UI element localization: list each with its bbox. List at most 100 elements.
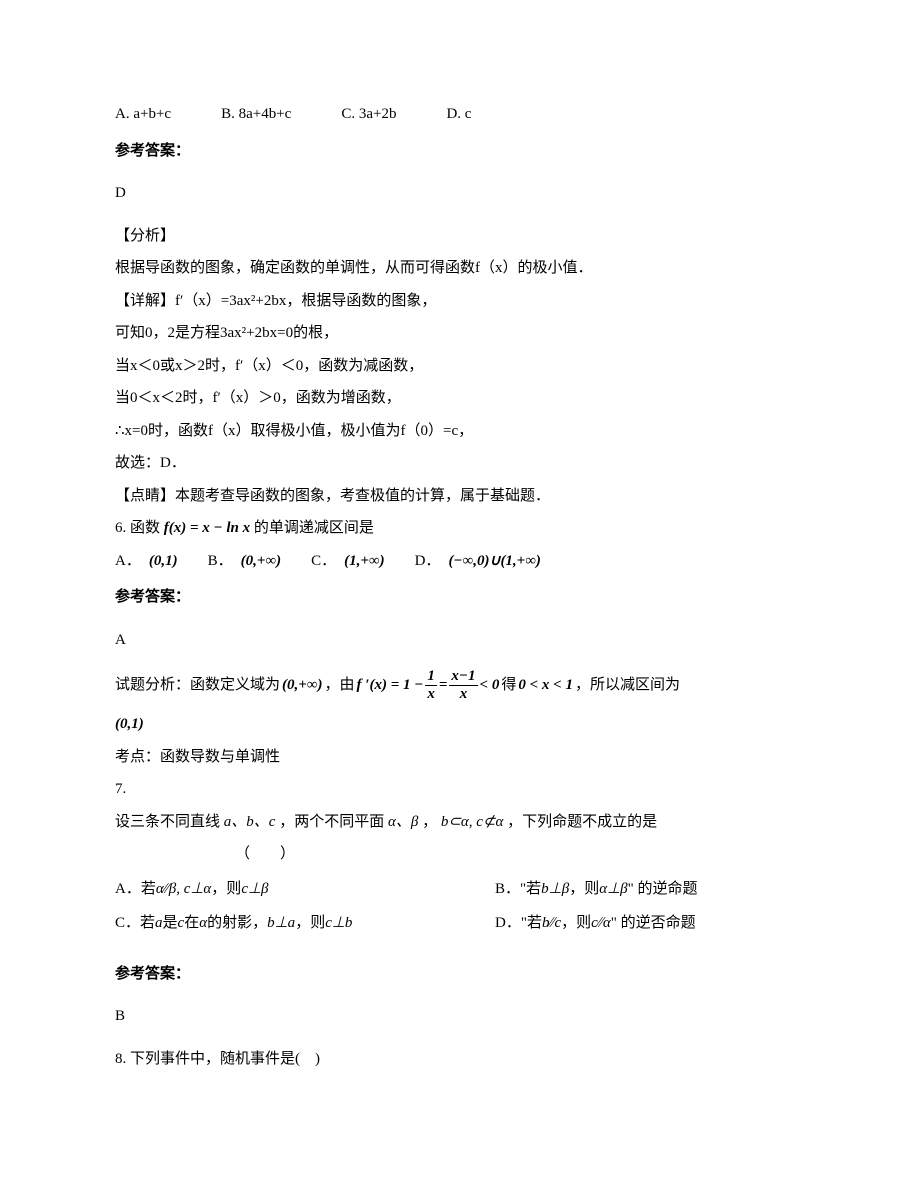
q7-d-cond: b∕∕c [542,915,561,931]
q7-abc: a、b、c [224,814,276,830]
q5-opt-a: A. a+b+c [115,100,171,129]
q7-row-cd: C．若a是c在α的射影，b⊥a，则c⊥b D．"若b∕∕c，则c∕∕α" 的逆否… [115,909,805,938]
q5-detail: 【详解】f′（x）=3ax²+2bx，根据导函数的图象， [115,287,805,316]
q7-c-mid2: 在 [184,915,199,931]
q6-frac1: 1 x [425,668,437,702]
q7-row-ab: A．若α∕∕β, c⊥α，则c⊥β B．"若b⊥β，则α⊥β" 的逆命题 [115,875,805,904]
q6-get: 得 [501,671,516,700]
q7-opt-b: B．"若b⊥β，则α⊥β" 的逆命题 [495,875,805,904]
q5-detail-3: 当x＜0或x＞2时，f′（x）＜0，函数为减函数， [115,352,805,381]
q5-detail-5: ∴x=0时，函数f（x）取得极小值，极小值为f（0）=c， [115,417,805,446]
q6-optd-val: (−∞,0)∪(1,+∞) [448,547,540,576]
q6-frac2-num: x−1 [449,668,477,686]
q5-detail-6: 故选：D． [115,449,805,478]
q7-opt-a: A．若α∕∕β, c⊥α，则c⊥β [115,875,425,904]
q8-text: 8. 下列事件中，随机事件是( ) [115,1045,805,1074]
q7-number: 7. [115,775,805,804]
q7-d-tail: " 的逆否命题 [611,915,696,931]
q5-point: 【点睛】本题考查导函数的图象，考查极值的计算，属于基础题． [115,482,805,511]
q6-frac2-den: x [449,686,477,703]
q6-func: f(x) = x − ln x [164,520,250,536]
q7-alphabeta: α、β [388,814,418,830]
q7-opt-c: C．若a是c在α的射影，b⊥a，则c⊥b [115,909,425,938]
q7-d-res: c∕∕α [591,915,611,931]
q7-cond: b⊂α, c⊄α [441,814,504,830]
q5-options: A. a+b+c B. 8a+4b+c C. 3a+2b D. c [115,100,805,129]
q6-point: 考点：函数导数与单调性 [115,743,805,772]
q7-c-cond: b⊥a [267,915,295,931]
q7-c-a: a [155,915,163,931]
q7-b-pre: B．"若 [495,881,541,897]
q6-by: ，由 [325,671,355,700]
q7-c-alpha: α [199,915,207,931]
q7-stem1: 设三条不同直线 [115,814,220,830]
q7-c-pre: C．若 [115,915,155,931]
q6-analysis: 试题分析：函数定义域为 (0,+∞) ，由 f ′(x) = 1 − 1 x =… [115,668,805,702]
q6-cond: 0 < x < 1 [518,671,573,700]
q5-analysis-text: 根据导函数的图象，确定函数的单调性，从而可得函数f（x）的极小值． [115,254,805,283]
q7-stem2: ，两个不同平面 [279,814,384,830]
q6-optb-val: (0,+∞) [241,547,281,576]
q6-answer: A [115,626,805,655]
q6-opt-a: A． (0,1) [115,547,178,576]
q6-interval: (0,1) [115,716,144,732]
q6-domain: (0,+∞) [282,671,322,700]
q6-options: A． (0,1) B． (0,+∞) C． (1,+∞) D． (−∞,0)∪(… [115,547,805,576]
q5-analysis-title: 【分析】 [115,222,805,251]
q7-b-mid: ，则 [569,881,599,897]
q7-a-pre: A．若 [115,881,156,897]
q7-a-res: c⊥β [241,881,268,897]
q7-b-cond: b⊥β [541,881,569,897]
q5-opt-d: D. c [446,100,471,129]
q7-opt-d: D．"若b∕∕c，则c∕∕α" 的逆否命题 [495,909,805,938]
q7-stem4: ，下列命题不成立的是 [507,814,657,830]
q6-optb-label: B． [208,547,233,576]
q6-answer-label: 参考答案： [115,583,805,612]
q6-frac2: x−1 x [449,668,477,702]
q6-optc-label: C． [311,547,336,576]
q5-answer: D [115,179,805,208]
q6-lt0: < 0 [480,671,500,700]
q7-answer-label: 参考答案： [115,960,805,989]
q7-c-mid4: ，则 [295,915,325,931]
q6-number: 6. 函数 [115,520,160,536]
q5-detail-4: 当0＜x＜2时，f′（x）＞0，函数为增函数， [115,384,805,413]
q6-frac1-den: x [425,686,437,703]
q7-stem: 设三条不同直线 a、b、c ，两个不同平面 α、β ， b⊂α, c⊄α ，下列… [115,808,805,837]
q7-a-mid: ，则 [211,881,241,897]
q6-analysis-prefix: 试题分析：函数定义域为 [115,671,280,700]
q7-stem3: ， [422,814,437,830]
q5-opt-b: B. 8a+4b+c [221,100,291,129]
q7-paren: （ ） [115,840,805,869]
q6-opt-c: C． (1,+∞) [311,547,385,576]
q6-eq: = [439,671,448,700]
q7-d-pre: D．"若 [495,915,542,931]
q7-c-res: c⊥b [325,915,352,931]
q5-detail-label: 【详解】 [115,293,175,309]
q5-opt-c: C. 3a+2b [341,100,396,129]
q6-stem-tail: 的单调递减区间是 [254,520,374,536]
q5-answer-label: 参考答案： [115,137,805,166]
q6-fprime-lhs: f ′(x) = 1 − [357,671,424,700]
q5-point-label: 【点睛】 [115,488,175,504]
q6-opt-d: D． (−∞,0)∪(1,+∞) [415,547,541,576]
q7-c-mid3: 的射影， [207,915,267,931]
q7-d-mid: ，则 [561,915,591,931]
q5-detail-2: 可知0，2是方程3ax²+2bx=0的根， [115,319,805,348]
q7-a-cond: α∕∕β, c⊥α [156,881,211,897]
q7-b-res: α⊥β [599,881,627,897]
q6-tail: ，所以减区间为 [575,671,680,700]
q6-opt-b: B． (0,+∞) [208,547,282,576]
q6-optd-label: D． [415,547,441,576]
q6-frac1-num: 1 [425,668,437,686]
q5-point-text: 本题考查导函数的图象，考查极值的计算，属于基础题． [175,488,550,504]
q6-opta-val: (0,1) [149,547,178,576]
q6-optc-val: (1,+∞) [344,547,384,576]
q7-c-mid1: 是 [163,915,178,931]
q7-answer: B [115,1002,805,1031]
q6-interval-line: (0,1) [115,710,805,739]
q5-detail-1: f′（x）=3ax²+2bx，根据导函数的图象， [175,293,436,309]
q6-opta-label: A． [115,547,141,576]
q7-b-tail: " 的逆命题 [628,881,698,897]
q6-stem: 6. 函数 f(x) = x − ln x 的单调递减区间是 [115,514,805,543]
